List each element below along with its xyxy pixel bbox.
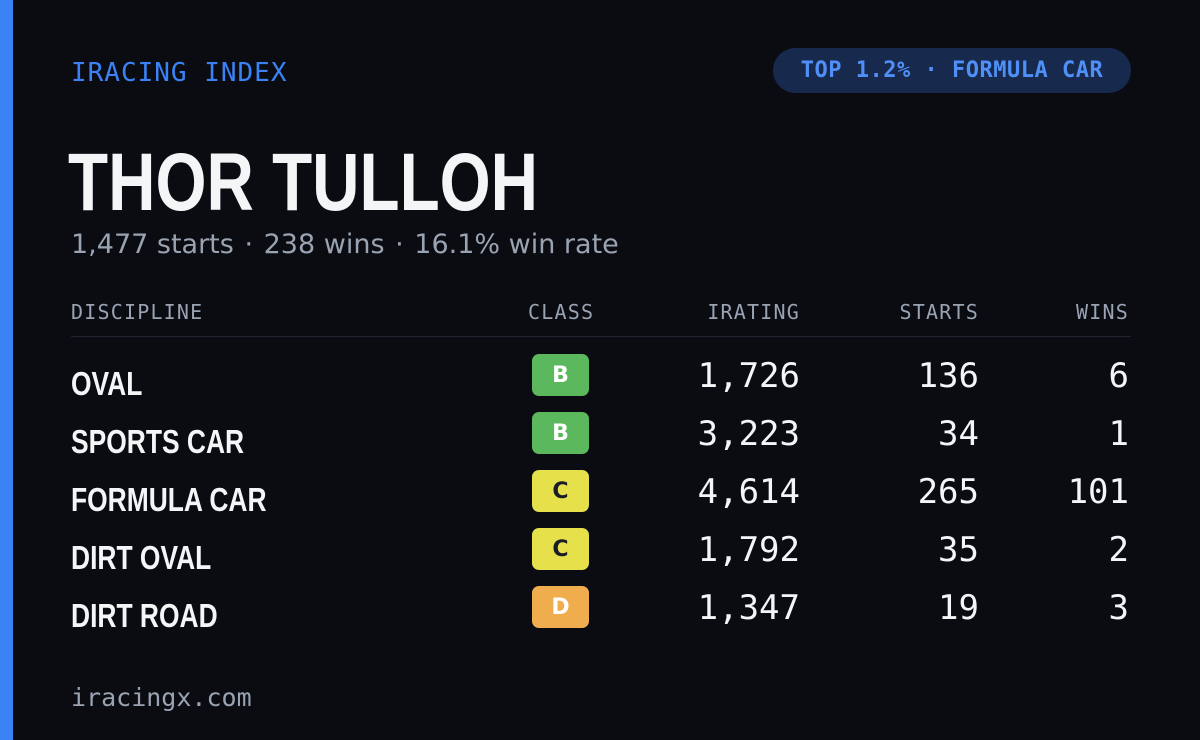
accent-bar	[0, 0, 13, 740]
irating-value: 1,347	[697, 588, 800, 628]
driver-name: THOR TULLOH	[68, 137, 539, 228]
discipline-name: DIRT OVAL	[71, 539, 212, 576]
wins-value: 6	[1108, 356, 1129, 396]
summary-separator: ·	[395, 229, 404, 260]
header-irating: IRATING	[707, 300, 800, 324]
class-badge: B	[532, 354, 589, 396]
class-badge: C	[532, 528, 589, 570]
site-url: iracingx.com	[71, 683, 252, 712]
table-row: FORMULA CAR C 4,614 265 101	[71, 470, 1131, 528]
brand-label: IRACING INDEX	[71, 58, 288, 88]
summary-win-rate: 16.1% win rate	[414, 229, 619, 260]
wins-value: 1	[1108, 414, 1129, 454]
discipline-name: OVAL	[71, 365, 143, 402]
starts-value: 265	[917, 472, 979, 512]
header-starts: STARTS	[899, 300, 979, 324]
table-row: SPORTS CAR B 3,223 34 1	[71, 412, 1131, 470]
table-header: DISCIPLINE CLASS IRATING STARTS WINS	[71, 300, 1131, 326]
header-discipline: DISCIPLINE	[71, 300, 204, 324]
irating-value: 1,792	[697, 530, 800, 570]
summary-separator: ·	[244, 229, 254, 260]
table-row: OVAL B 1,726 136 6	[71, 354, 1131, 412]
summary-wins: 238 wins	[263, 229, 385, 260]
discipline-name: SPORTS CAR	[71, 423, 245, 460]
starts-value: 34	[938, 414, 979, 454]
header-divider	[71, 336, 1131, 337]
summary-starts: 1,477 starts	[71, 229, 234, 260]
wins-value: 101	[1067, 472, 1129, 512]
class-badge: D	[532, 586, 589, 628]
rank-badge: TOP 1.2% · FORMULA CAR	[773, 48, 1131, 93]
class-badge: B	[532, 412, 589, 454]
header-wins: WINS	[1076, 300, 1129, 324]
irating-value: 4,614	[697, 472, 800, 512]
table-row: DIRT ROAD D 1,347 19 3	[71, 586, 1131, 644]
starts-value: 19	[938, 588, 979, 628]
discipline-name: DIRT ROAD	[71, 597, 218, 634]
discipline-name: FORMULA CAR	[71, 481, 267, 518]
table-row: DIRT OVAL C 1,792 35 2	[71, 528, 1131, 586]
summary-stats: 1,477 starts · 238 wins · 16.1% win rate	[71, 226, 619, 264]
irating-value: 1,726	[697, 356, 800, 396]
wins-value: 3	[1108, 588, 1129, 628]
class-badge: C	[532, 470, 589, 512]
starts-value: 136	[917, 356, 979, 396]
wins-value: 2	[1108, 530, 1129, 570]
starts-value: 35	[938, 530, 979, 570]
header-class: CLASS	[528, 300, 595, 324]
irating-value: 3,223	[697, 414, 800, 454]
